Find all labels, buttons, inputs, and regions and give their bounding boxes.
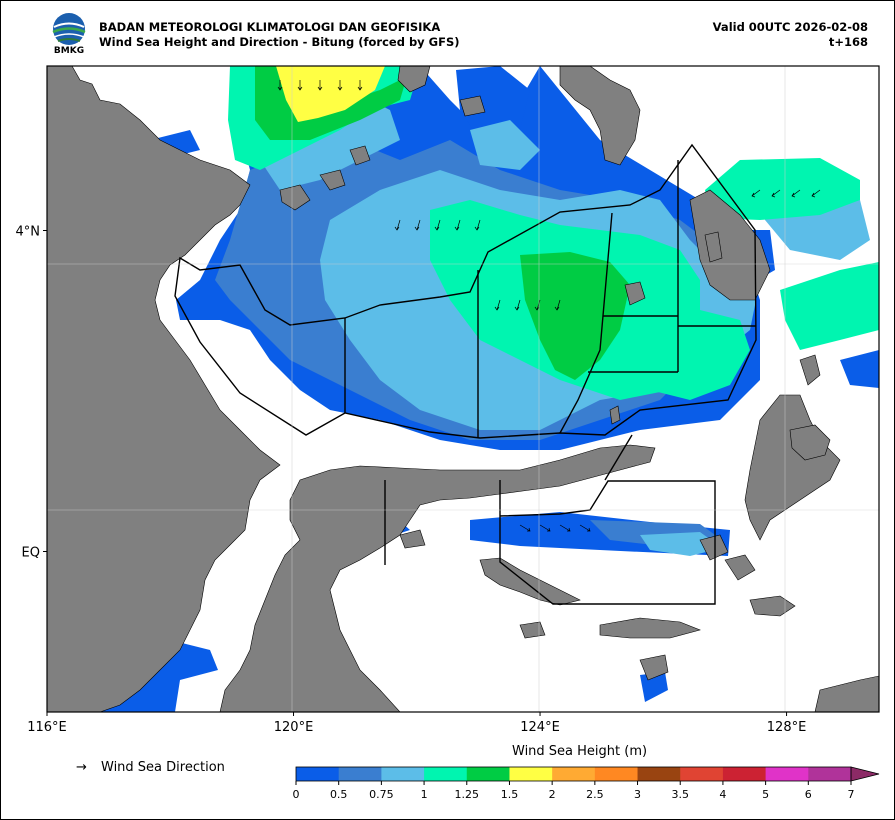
colorbar-tick-label: 0.5 (330, 788, 348, 801)
land-masses (47, 66, 879, 712)
land-small-island (279, 184, 311, 211)
land-small-island (399, 529, 426, 549)
land-sula (599, 617, 701, 639)
wave-band-max (276, 66, 385, 122)
wind-arrow-cluster (494, 299, 561, 311)
map-area[interactable] (47, 66, 879, 712)
colorbar-swatch (594, 767, 639, 781)
wave-band-low (640, 672, 668, 702)
land-sangihe (624, 281, 646, 306)
colorbar-tick-label: 1.5 (501, 788, 519, 801)
land-sulawesi (219, 444, 656, 712)
land-obi (724, 554, 756, 581)
colorbar-swatch (296, 767, 340, 781)
lat-tick-label: EQ (22, 546, 40, 561)
org-name: BADAN METEOROLOGI KLIMATOLOGI DAN GEOFIS… (99, 20, 441, 34)
land-halmahera-east (789, 424, 831, 461)
land-palawan (397, 66, 431, 93)
colorbar-swatch (381, 767, 425, 781)
colorbar-tick-label: 2.5 (586, 788, 604, 801)
lon-tick-label: 116°E (27, 720, 67, 735)
land-small-island (319, 169, 346, 191)
land-buru (639, 654, 669, 681)
colorbar-swatch (722, 767, 767, 781)
direction-legend-label: Wind Sea Direction (101, 760, 225, 775)
colorbar-tick-label: 1 (421, 788, 428, 801)
wind-arrow-cluster (394, 219, 481, 231)
colorbar-tick-label: 6 (805, 788, 812, 801)
bmkg-logo (52, 13, 86, 45)
land-papua-head (814, 675, 879, 712)
wave-band-peak (255, 66, 410, 140)
land-small-island (349, 145, 371, 166)
colorbar-swatch (765, 767, 809, 781)
colorbar-tick-label: 0.75 (369, 788, 394, 801)
subregion-boundary (344, 160, 756, 438)
wind-arrow-cluster (519, 524, 591, 532)
wave-band-upper-mid (640, 532, 722, 556)
lon-tick-label: 120°E (274, 720, 314, 735)
subregion-boundary (174, 143, 757, 439)
axis-ticks: 116°E 120°E 124°E 128°E 4°N EQ (16, 225, 807, 735)
colorbar-title: Wind Sea Height (m) (512, 744, 648, 759)
colorbar-swatch (466, 767, 510, 781)
land-halmahera (744, 394, 841, 541)
colorbar-tick-label: 3 (634, 788, 641, 801)
forecast-subregions (174, 143, 757, 605)
land-banggai (699, 534, 729, 561)
wave-height-field (80, 66, 879, 712)
colorbar: 0 0.5 0.75 1 1.25 1.5 2 2.5 3 3.5 4 5 6 7 (293, 766, 880, 801)
land-seram (749, 595, 796, 617)
colorbar-tick-label: 1.25 (455, 788, 480, 801)
valid-time: Valid 00UTC 2026-02-08 (712, 20, 868, 34)
colorbar-swatch (424, 767, 468, 781)
lon-tick-label: 128°E (767, 720, 807, 735)
colorbar-tick-label: 7 (848, 788, 855, 801)
colorbar-swatch (637, 767, 681, 781)
grid-lines (47, 66, 879, 712)
subregion-boundary (384, 434, 716, 605)
colorbar-border (295, 766, 852, 782)
colorbar-swatch (509, 767, 553, 781)
lon-tick-label: 124°E (520, 720, 560, 735)
wave-band-low (840, 350, 879, 388)
wind-arrow-cluster (751, 189, 821, 198)
wave-band-upper-mid (470, 120, 540, 170)
colorbar-tick-label: 0 (293, 788, 300, 801)
colorbar-tick-label: 4 (719, 788, 726, 801)
colorbar-swatch (552, 767, 596, 781)
land-morotai (799, 354, 821, 386)
colorbar-tick-label: 3.5 (671, 788, 689, 801)
wave-band-high (625, 300, 750, 400)
forecast-step: t+168 (828, 35, 868, 49)
wave-band-peak (520, 252, 630, 380)
colorbar-tick-label: 5 (762, 788, 769, 801)
map-border (46, 65, 880, 713)
colorbar-extend-arrow (850, 766, 880, 782)
land-talaud (609, 405, 621, 425)
wind-arrow-cluster (277, 80, 363, 91)
colorbar-swatch (808, 767, 852, 781)
land-mindanao-small (704, 231, 723, 263)
wave-band-high (705, 158, 860, 220)
land-sulawesi-peninsula (479, 557, 581, 606)
logo-text: BMKG (53, 46, 85, 56)
lat-tick-label: 4°N (16, 225, 41, 240)
colorbar-swatch (338, 767, 382, 781)
colorbar-swatch (680, 767, 724, 781)
wave-band-high (780, 262, 879, 350)
land-small-island (459, 95, 486, 117)
map-subtitle: Wind Sea Height and Direction - Bitung (… (99, 35, 460, 49)
colorbar-tick-label: 2 (549, 788, 556, 801)
direction-arrow-icon: → (76, 760, 87, 775)
wind-arrows (277, 80, 821, 532)
land-borneo (47, 66, 281, 712)
land-philippines (559, 66, 641, 166)
